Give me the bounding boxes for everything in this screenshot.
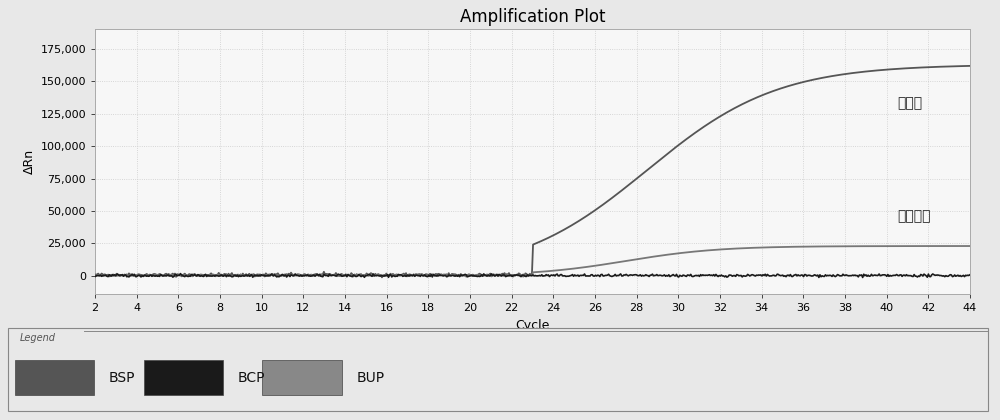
Text: BUP: BUP [356, 371, 385, 385]
Y-axis label: ΔRn: ΔRn [23, 149, 36, 174]
FancyBboxPatch shape [8, 328, 988, 411]
X-axis label: Cycle: Cycle [515, 319, 550, 331]
Bar [144, 360, 223, 396]
Title: Amplification Plot: Amplification Plot [460, 8, 605, 26]
Text: BCP: BCP [238, 371, 265, 385]
Text: 通用探针: 通用探针 [897, 209, 931, 223]
Text: 南柴胡: 南柴胡 [897, 96, 922, 110]
Text: BSP: BSP [109, 371, 135, 385]
Text: Legend: Legend [20, 333, 56, 343]
Bar [15, 360, 94, 396]
Bar [262, 360, 342, 396]
